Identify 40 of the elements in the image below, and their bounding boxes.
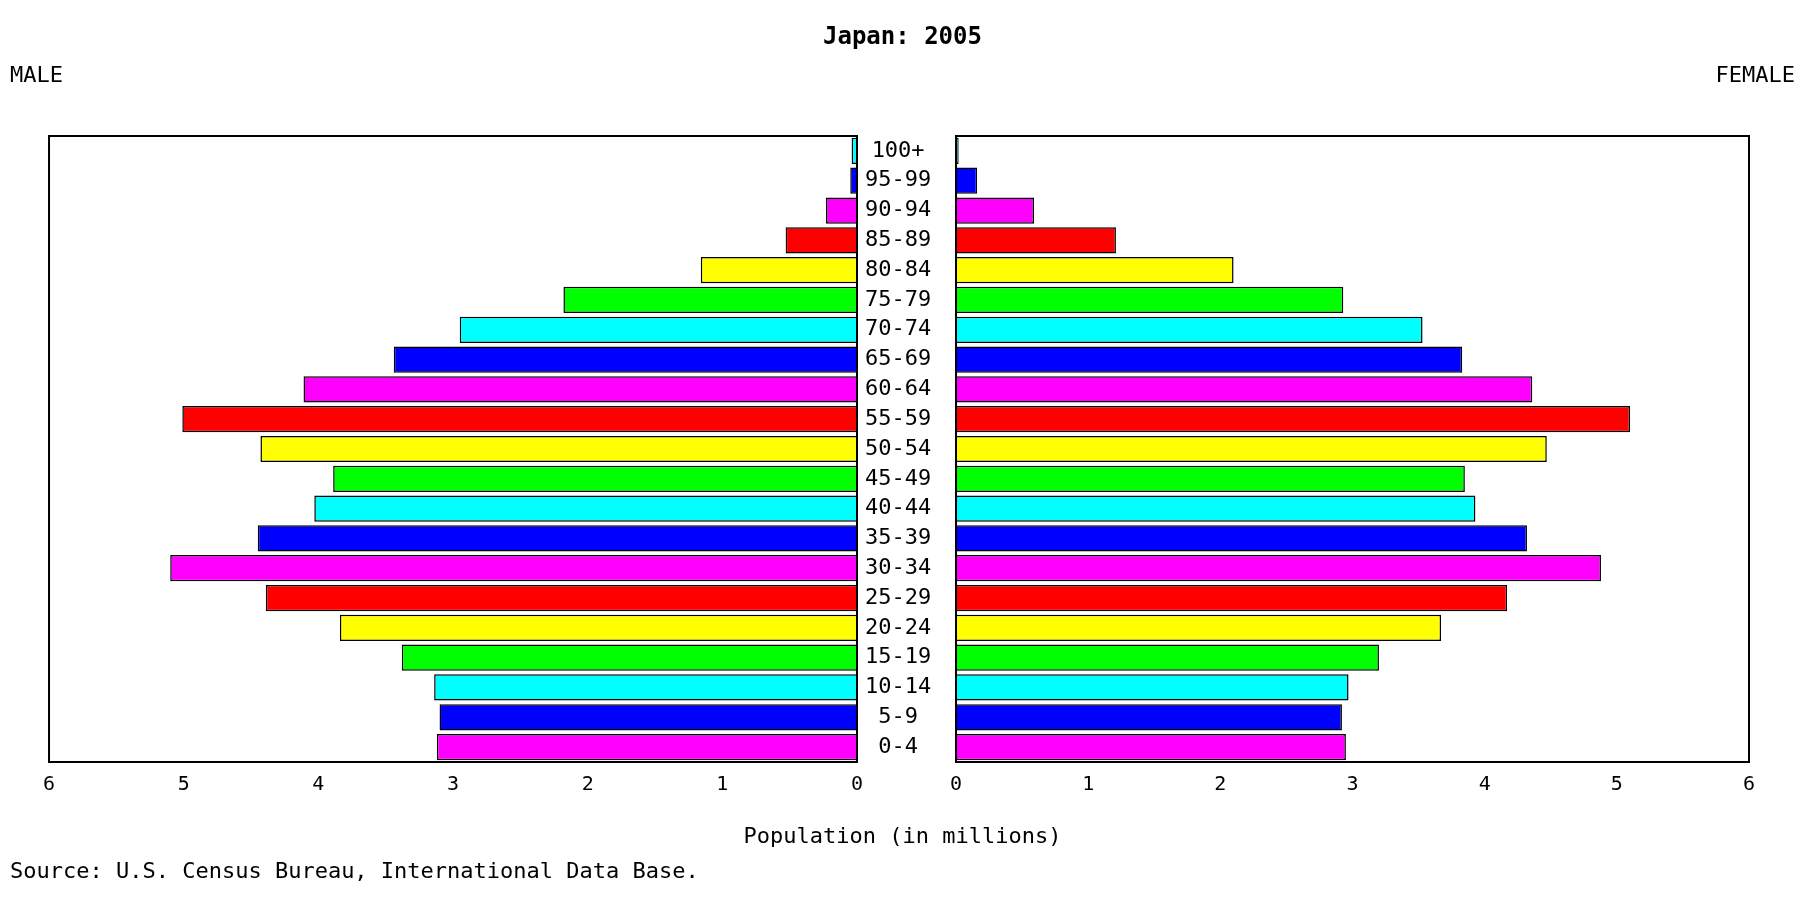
x-tick-label: 1 xyxy=(1082,771,1095,796)
y-tick-label: 90-94 xyxy=(865,196,932,222)
y-tick-label: 35-39 xyxy=(865,524,932,550)
y-tick-label: 80-84 xyxy=(865,255,932,281)
y-tick-label: 75-79 xyxy=(865,285,932,311)
y-tick-label: 95-99 xyxy=(865,166,932,192)
x-tick-label: 4 xyxy=(1478,771,1491,796)
y-tick-label: 50-54 xyxy=(865,434,932,460)
y-tick-label: 70-74 xyxy=(865,315,932,341)
source-note: Source: U.S. Census Bureau, International Data Base. xyxy=(10,858,699,883)
y-tick-label: 25-29 xyxy=(865,583,932,609)
x-tick-label: 4 xyxy=(312,771,325,796)
y-tick-label: 45-49 xyxy=(865,464,932,490)
x-tick-label: 3 xyxy=(446,771,460,796)
x-tick-label: 6 xyxy=(43,771,56,796)
y-tick-label: 30-34 xyxy=(865,553,932,579)
x-axis-title: Population (in millions) xyxy=(742,823,1063,848)
y-tick-label: 100+ xyxy=(871,136,925,162)
y-tick-label: 20-24 xyxy=(865,613,932,639)
y-tick-label: 65-69 xyxy=(865,345,932,371)
chart-subtitle: MALE xyxy=(10,62,63,87)
chart-subtitle: FEMALE xyxy=(1715,62,1795,87)
x-tick-label: 2 xyxy=(581,771,594,796)
x-tick-label: 6 xyxy=(1742,771,1756,796)
y-tick-label: 55-59 xyxy=(865,404,932,430)
y-tick-label: 5-9 xyxy=(878,703,918,728)
x-tick-label: 3 xyxy=(1346,771,1359,796)
y-tick-label: 10-14 xyxy=(865,673,932,699)
y-tick-label: 85-89 xyxy=(865,226,932,252)
y-tick-label: 15-19 xyxy=(865,643,932,669)
x-tick-label: 5 xyxy=(1610,771,1623,796)
x-tick-label: 2 xyxy=(1214,771,1227,796)
x-tick-label: 1 xyxy=(716,771,729,796)
y-tick-label: 0-4 xyxy=(878,732,918,758)
y-tick-label: 60-64 xyxy=(865,375,932,401)
x-tick-label: 5 xyxy=(177,771,190,796)
x-tick-label: 0 xyxy=(950,771,963,796)
y-tick-label: 40-44 xyxy=(865,494,932,520)
x-tick-label: 0 xyxy=(850,771,864,796)
chart-title: Japan: 2005 xyxy=(822,22,983,50)
